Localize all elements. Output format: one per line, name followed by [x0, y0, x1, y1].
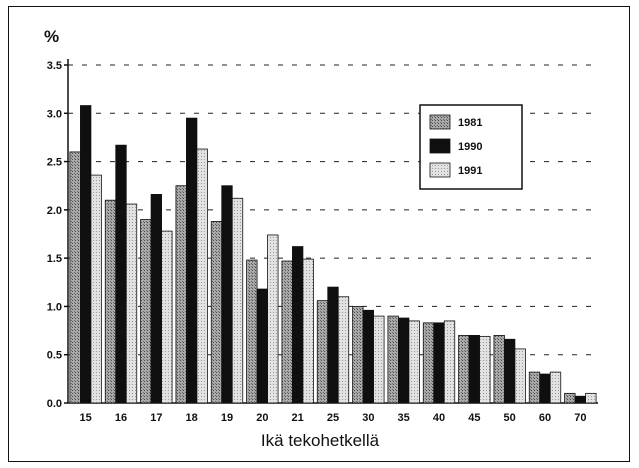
x-tick-label: 50 — [504, 412, 516, 424]
bar-1991-70 — [585, 392, 597, 404]
bar-1991-40 — [443, 320, 456, 404]
bar-1991-19 — [231, 197, 244, 404]
x-tick-label: 19 — [221, 412, 233, 424]
bar-1991-50 — [514, 348, 526, 404]
bar-1991-15 — [90, 174, 102, 404]
bar-1991-16 — [125, 203, 138, 404]
bar-1991-17 — [161, 230, 173, 404]
bar-1990-35 — [398, 317, 410, 404]
y-tick-label: 2.5 — [47, 157, 62, 169]
legend: 1981 1990 1991 — [419, 104, 523, 190]
y-tick-label: 0.0 — [47, 398, 62, 410]
bar-1981-60 — [528, 371, 541, 404]
y-tick-label: 1.5 — [47, 253, 62, 265]
legend-label: 1991 — [458, 165, 482, 177]
bar-1990-19 — [221, 185, 233, 404]
bar-1990-15 — [80, 105, 92, 404]
bar-1981-20 — [246, 259, 258, 404]
bar-1981-70 — [564, 392, 576, 404]
bar-1981-35 — [387, 315, 399, 404]
bar-1981-17 — [140, 219, 152, 404]
bar-1991-25 — [337, 296, 350, 404]
x-tick-label: 17 — [150, 412, 162, 424]
bar-1990-60 — [539, 373, 551, 404]
bar-1981-21 — [281, 260, 293, 404]
bar-1981-45 — [458, 334, 470, 404]
bar-1991-35 — [408, 320, 420, 404]
bar-1990-25 — [327, 286, 339, 404]
bar-1990-20 — [256, 288, 268, 404]
x-tick-label: 70 — [574, 412, 586, 424]
y-axis-label: % — [44, 27, 59, 46]
y-tick-label: 1.0 — [47, 301, 62, 313]
bar-1981-50 — [493, 334, 505, 404]
axes: % Ikä tekohetkellä 0.0 0.5 1.0 1.5 2.0 2.5 3.0… — [44, 27, 598, 450]
x-tick-label: 21 — [292, 412, 304, 424]
bar-1990-16 — [115, 144, 127, 404]
bar-1991-45 — [479, 335, 491, 404]
legend-swatch-1991 — [429, 162, 451, 178]
legend-swatch-1981 — [429, 114, 451, 130]
bar-1990-50 — [504, 338, 516, 404]
bar-1990-70 — [574, 395, 586, 404]
bar-1981-18 — [175, 185, 187, 404]
y-tick-label: 3.0 — [47, 108, 62, 120]
bar-1981-40 — [422, 322, 435, 404]
legend-label: 1990 — [458, 141, 482, 153]
bar-1981-16 — [104, 199, 117, 404]
bar-1990-17 — [150, 194, 162, 404]
bar-1991-18 — [196, 148, 208, 404]
bar-1990-40 — [433, 322, 445, 404]
x-tick-label: 18 — [186, 412, 198, 424]
x-tick-label: 25 — [327, 412, 339, 424]
bar-1991-20 — [267, 234, 279, 404]
x-axis-label: Ikä tekohetkellä — [261, 431, 380, 450]
bar-1990-45 — [468, 334, 480, 404]
y-tick-label: 2.0 — [47, 205, 62, 217]
bar-1990-21 — [292, 246, 304, 404]
bar-1981-19 — [210, 221, 223, 404]
bar-1981-30 — [352, 306, 364, 404]
bar-1991-21 — [302, 258, 314, 404]
bar-1990-18 — [186, 117, 198, 404]
bar-1991-60 — [549, 371, 562, 404]
bar-1981-15 — [69, 151, 81, 404]
bar-1991-30 — [373, 315, 385, 404]
x-tick-label: 35 — [398, 412, 410, 424]
legend-swatch-1990 — [429, 138, 451, 154]
bars — [69, 105, 597, 404]
x-tick-label: 16 — [115, 412, 127, 424]
x-tick-label: 45 — [468, 412, 480, 424]
legend-label: 1981 — [458, 117, 482, 129]
x-tick-label: 20 — [256, 412, 268, 424]
y-tick-label: 3.5 — [47, 60, 62, 72]
y-tick-label: 0.5 — [47, 350, 62, 362]
x-tick-label: 30 — [362, 412, 374, 424]
bar-1990-30 — [362, 309, 374, 404]
x-tick-label: 15 — [80, 412, 92, 424]
x-tick-label: 40 — [433, 412, 445, 424]
bar-1981-25 — [316, 300, 329, 404]
x-tick-label: 60 — [539, 412, 551, 424]
